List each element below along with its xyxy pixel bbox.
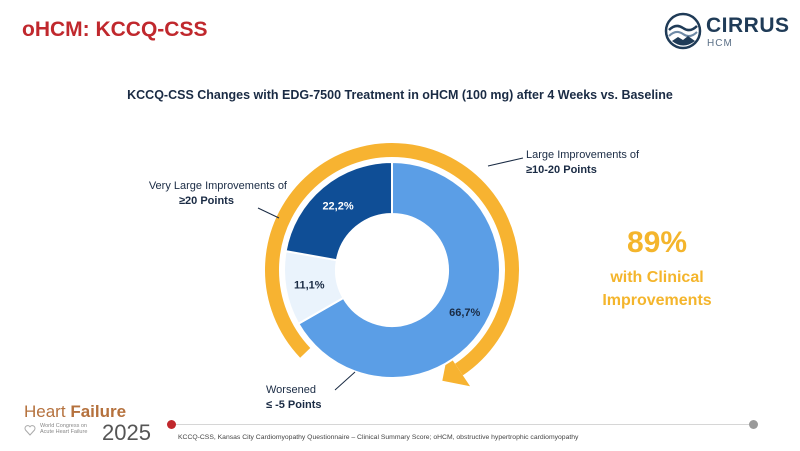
slide-title: oHCM: KCCQ-CSS <box>22 18 208 41</box>
slice-label-very-large-line2: ≥20 Points <box>179 195 234 207</box>
slice-value-large: 66,7% <box>449 307 480 319</box>
clinical-improvement-percent: 89% <box>626 226 688 259</box>
slice-label-very-large-improvements: Very Large Improvements of ≥20 Points <box>131 179 287 209</box>
slice-label-large-improvements: Large Improvements of ≥10-20 Points <box>526 148 639 178</box>
cirrus-logo: CIRRUS HCM <box>664 10 796 52</box>
slice-label-worsened-line1: Worsened <box>266 384 316 396</box>
heart-failure-word-b: Failure <box>70 402 127 421</box>
heart-icon <box>24 425 36 436</box>
slice-label-worsened-line2: ≤ -5 Points <box>266 399 322 411</box>
cirrus-logo-name: CIRRUS <box>706 14 790 37</box>
heart-failure-word-a: Heart <box>24 402 66 421</box>
footer-divider <box>170 424 756 425</box>
leader-line-very-large <box>257 207 280 219</box>
clinical-improvement-arrow-arc <box>265 143 519 376</box>
leader-line-worsened <box>334 371 356 391</box>
clinical-improvement-line1: with Clinical <box>610 269 704 286</box>
slice-large-improvements <box>296 160 501 379</box>
footnote: KCCQ-CSS, Kansas City Cardiomyopathy Que… <box>178 434 579 441</box>
slice-value-worsened: 11,1% <box>294 279 325 291</box>
footer-dot-right <box>749 420 758 429</box>
heart-failure-subtitle: World Congress on Acute Heart Failure <box>40 423 88 435</box>
slice-value-very-large: 22,2% <box>322 201 353 213</box>
cirrus-logo-icon <box>664 12 702 50</box>
leader-line-large <box>487 157 524 167</box>
chart-title: KCCQ-CSS Changes with EDG-7500 Treatment… <box>127 88 673 102</box>
heart-failure-2025-logo: Heart Failure World Congress on Acute He… <box>24 402 164 450</box>
clinical-improvement-text: with Clinical Improvements <box>572 266 742 312</box>
clinical-improvement-line2: Improvements <box>602 292 712 309</box>
heart-failure-year: 2025 <box>102 420 151 445</box>
slice-label-very-large-line1: Very Large Improvements of <box>148 180 287 192</box>
cirrus-logo-subtitle: HCM <box>707 38 733 49</box>
heart-failure-wordmark: Heart Failure <box>24 402 126 422</box>
footer-dot-left <box>167 420 176 429</box>
slice-very-large-improvements <box>284 160 393 262</box>
slice-label-large-line2: ≥10-20 Points <box>526 164 597 176</box>
slice-label-large-line1: Large Improvements of <box>526 149 640 161</box>
slice-label-worsened: Worsened ≤ -5 Points <box>266 383 322 413</box>
